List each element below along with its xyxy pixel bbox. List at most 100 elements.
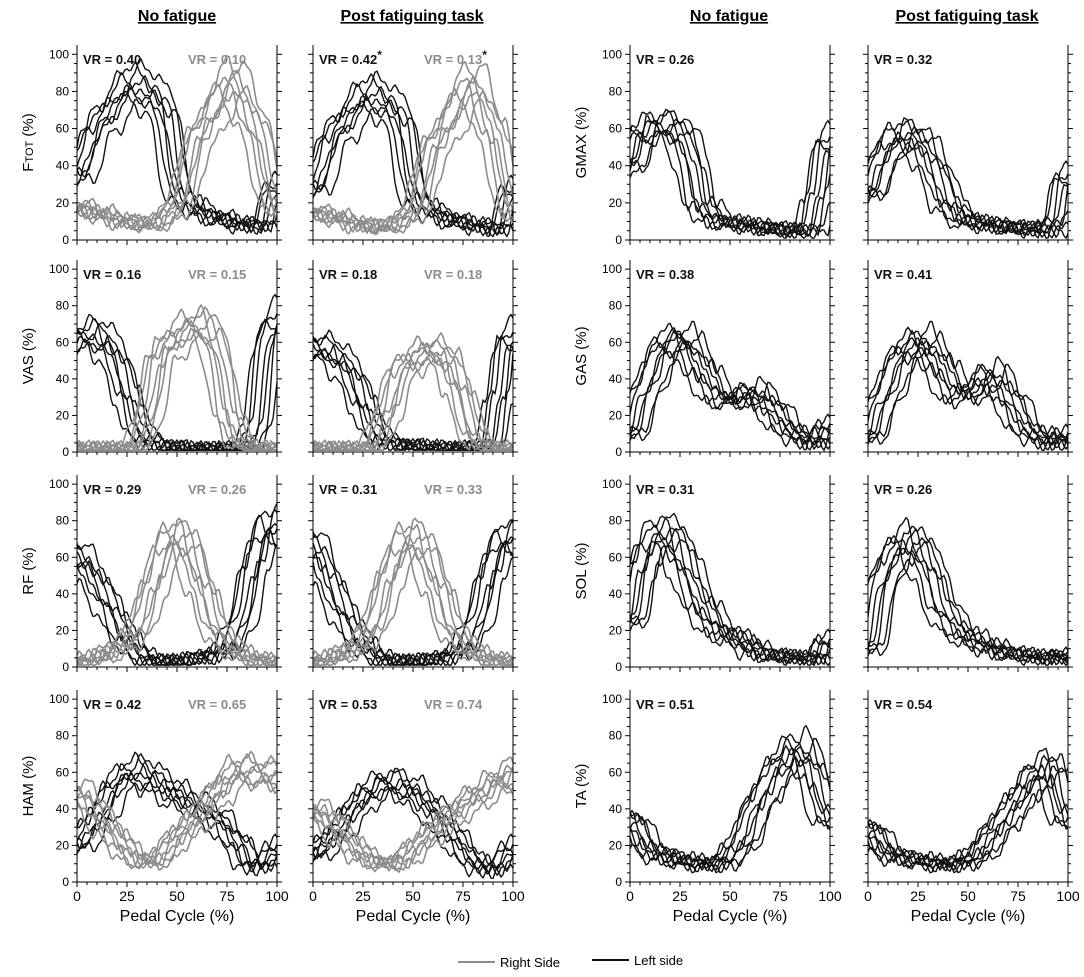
trial-line — [867, 759, 1069, 873]
y-tick-label: 40 — [56, 159, 70, 173]
x-axis-label: Pedal Cycle (%) — [911, 908, 1026, 925]
trial-line — [867, 346, 1069, 447]
y-axis-label-main: SOL (%) — [573, 543, 590, 600]
panel-VAS-no-fatigue: 0 20 40 60 80 100 VAS (%) VR = 0.16 VR = 0.15 — [20, 260, 282, 459]
trial-line — [76, 771, 278, 868]
y-tick-label: 100 — [602, 477, 622, 491]
y-tick-label: 40 — [56, 802, 70, 816]
vr-left-value: VR = 0.32 — [874, 52, 932, 67]
panel-HAM-post-fatigue: 0 25 50 75 100 Pedal Cycle (%) VR = 0.53 VR = 0… — [308, 690, 525, 925]
trial-line — [312, 89, 514, 236]
x-axis-label: Pedal Cycle (%) — [673, 908, 788, 925]
y-tick-label: 20 — [56, 838, 70, 852]
trial-line — [76, 84, 278, 233]
y-axis-label: TA (%) — [573, 764, 590, 809]
trial-line — [629, 512, 831, 666]
y-axis-label: HAM (%) — [20, 756, 37, 817]
header-col-1: No fatigue — [138, 8, 216, 25]
vr-left-label: VR = 0.31 — [319, 482, 377, 497]
trial-line — [76, 762, 278, 876]
vr-left-value: VR = 0.51 — [636, 697, 694, 712]
trial-line — [629, 526, 831, 667]
panel-FTOT-no-fatigue: 0 20 40 60 80 100 FTOT (%) VR = 0.40 VR = 0.10 — [20, 45, 282, 247]
trial-line — [76, 60, 278, 229]
y-tick-label: 40 — [609, 372, 623, 386]
vr-left-label: VR = 0.31 — [636, 482, 694, 497]
y-tick-label: 60 — [56, 335, 70, 349]
trial-line — [867, 540, 1069, 666]
y-tick-label: 0 — [62, 233, 69, 247]
trial-line — [312, 353, 514, 451]
y-axis-label-main: F — [20, 163, 37, 172]
series-left — [629, 320, 831, 452]
vr-right-label: VR = 0.13* — [424, 48, 487, 67]
vr-right-value: VR = 0.74 — [424, 697, 483, 712]
trial-line — [867, 320, 1069, 449]
y-axis-label-main: TA (%) — [573, 764, 590, 809]
series-left — [312, 313, 514, 452]
y-axis-label: FTOT (%) — [20, 113, 37, 171]
y-tick-label: 80 — [609, 729, 623, 743]
trial-line — [312, 518, 514, 666]
legend-right-label: Right Side — [500, 955, 560, 970]
y-tick-label: 20 — [609, 408, 623, 422]
x-tick-label: 50 — [405, 888, 421, 904]
vr-left-label: VR = 0.32 — [874, 52, 932, 67]
trial-line — [312, 88, 514, 236]
vr-left-value: VR = 0.31 — [636, 482, 694, 497]
x-tick-label: 75 — [772, 888, 788, 904]
trial-line — [76, 522, 278, 666]
y-tick-label: 0 — [62, 875, 69, 889]
y-tick-label: 60 — [56, 550, 70, 564]
trial-line — [77, 305, 278, 451]
y-tick-label: 100 — [49, 47, 69, 61]
vr-left-label: VR = 0.26 — [874, 482, 932, 497]
vr-left-label: VR = 0.16 — [83, 267, 141, 282]
y-tick-label: 20 — [609, 838, 623, 852]
vr-right-label: VR = 0.74 — [424, 697, 483, 712]
x-tick-label: 75 — [1010, 888, 1026, 904]
panel-GMAX-post-fatigue: VR = 0.32 — [863, 45, 1073, 245]
vr-right-value: VR = 0.10 — [188, 52, 246, 67]
panel-RF-post-fatigue: VR = 0.31 VR = 0.33 — [308, 475, 518, 672]
vr-left-value: VR = 0.26 — [874, 482, 932, 497]
trial-line — [313, 331, 514, 452]
trial-line — [312, 62, 514, 233]
vr-left-label: VR = 0.53 — [319, 697, 377, 712]
trial-line — [629, 342, 831, 447]
vr-left-value: VR = 0.18 — [319, 267, 377, 282]
vr-right-value: VR = 0.18 — [424, 267, 482, 282]
vr-left-value: VR = 0.40 — [83, 52, 141, 67]
x-tick-label: 0 — [864, 888, 872, 904]
trial-line — [867, 773, 1069, 874]
trial-line — [76, 752, 278, 875]
series-left — [312, 767, 514, 880]
trial-line — [76, 508, 278, 666]
vr-left-value: VR = 0.16 — [83, 267, 141, 282]
panel-SOL-no-fatigue: 0 20 40 60 80 100 SOL (%) VR = 0.31 — [573, 475, 835, 674]
trial-line — [76, 76, 278, 230]
y-tick-label: 100 — [602, 262, 622, 276]
vr-left-label: VR = 0.42* — [319, 48, 382, 67]
trial-line — [312, 756, 514, 869]
panel-SOL-post-fatigue: VR = 0.26 — [863, 475, 1073, 672]
y-tick-label: 80 — [56, 514, 70, 528]
vr-left-label: VR = 0.38 — [636, 267, 694, 282]
trial-line — [312, 769, 514, 870]
trial-line — [76, 334, 278, 451]
y-axis-label-main: HAM (%) — [20, 756, 37, 817]
x-tick-label: 50 — [960, 888, 976, 904]
y-axis-label: GMAX (%) — [573, 107, 590, 179]
series-left — [312, 518, 514, 667]
trial-line — [629, 540, 831, 667]
trial-line — [312, 764, 514, 869]
trial-line — [76, 544, 278, 666]
trial-line — [312, 545, 514, 666]
trial-line — [76, 315, 278, 451]
y-tick-label: 20 — [56, 623, 70, 637]
trial-line — [629, 329, 831, 451]
trial-line — [76, 318, 278, 451]
vr-left-label: VR = 0.41 — [874, 267, 932, 282]
y-axis-label-sub: TOT — [24, 140, 36, 162]
trial-line — [629, 320, 831, 449]
